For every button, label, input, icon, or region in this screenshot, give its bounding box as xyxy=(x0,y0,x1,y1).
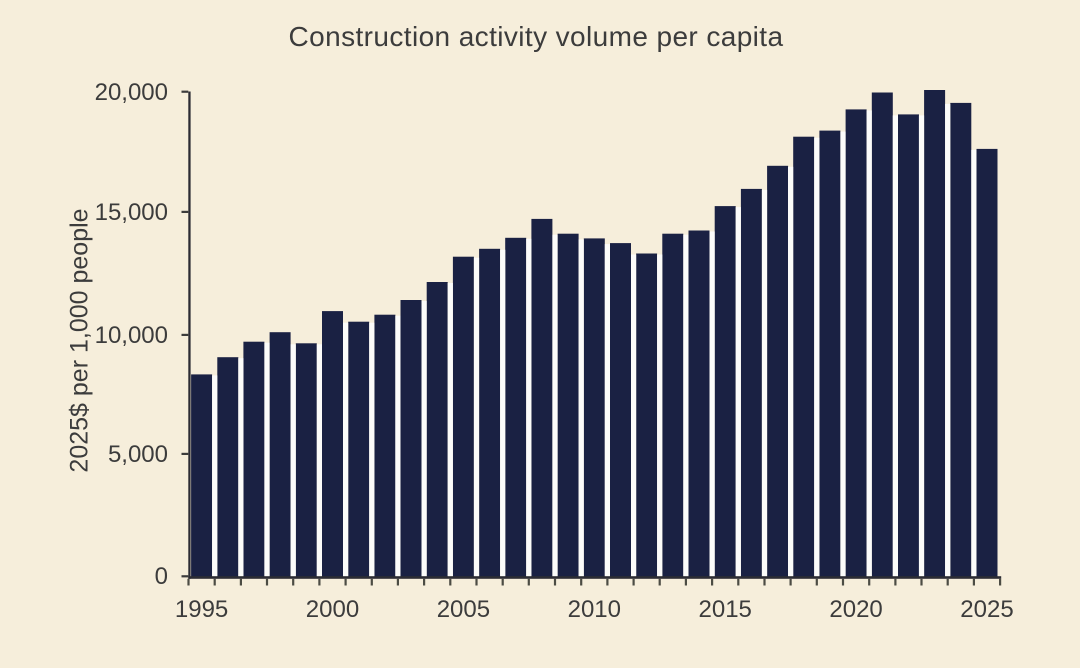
svg-text:2025: 2025 xyxy=(960,596,1013,623)
svg-text:2020: 2020 xyxy=(829,596,882,623)
svg-text:1995: 1995 xyxy=(175,596,228,623)
svg-text:10,000: 10,000 xyxy=(95,322,168,349)
svg-text:Construction activity volume p: Construction activity volume per capita xyxy=(289,21,784,52)
svg-text:2010: 2010 xyxy=(568,596,621,623)
svg-text:5,000: 5,000 xyxy=(108,441,168,468)
svg-text:2005: 2005 xyxy=(437,596,490,623)
svg-text:15,000: 15,000 xyxy=(95,199,168,226)
svg-text:2015: 2015 xyxy=(699,596,752,623)
svg-text:2025$ per 1,000 people: 2025$ per 1,000 people xyxy=(66,208,94,472)
svg-text:2000: 2000 xyxy=(306,596,359,623)
svg-text:20,000: 20,000 xyxy=(95,79,168,106)
svg-text:0: 0 xyxy=(155,563,168,590)
